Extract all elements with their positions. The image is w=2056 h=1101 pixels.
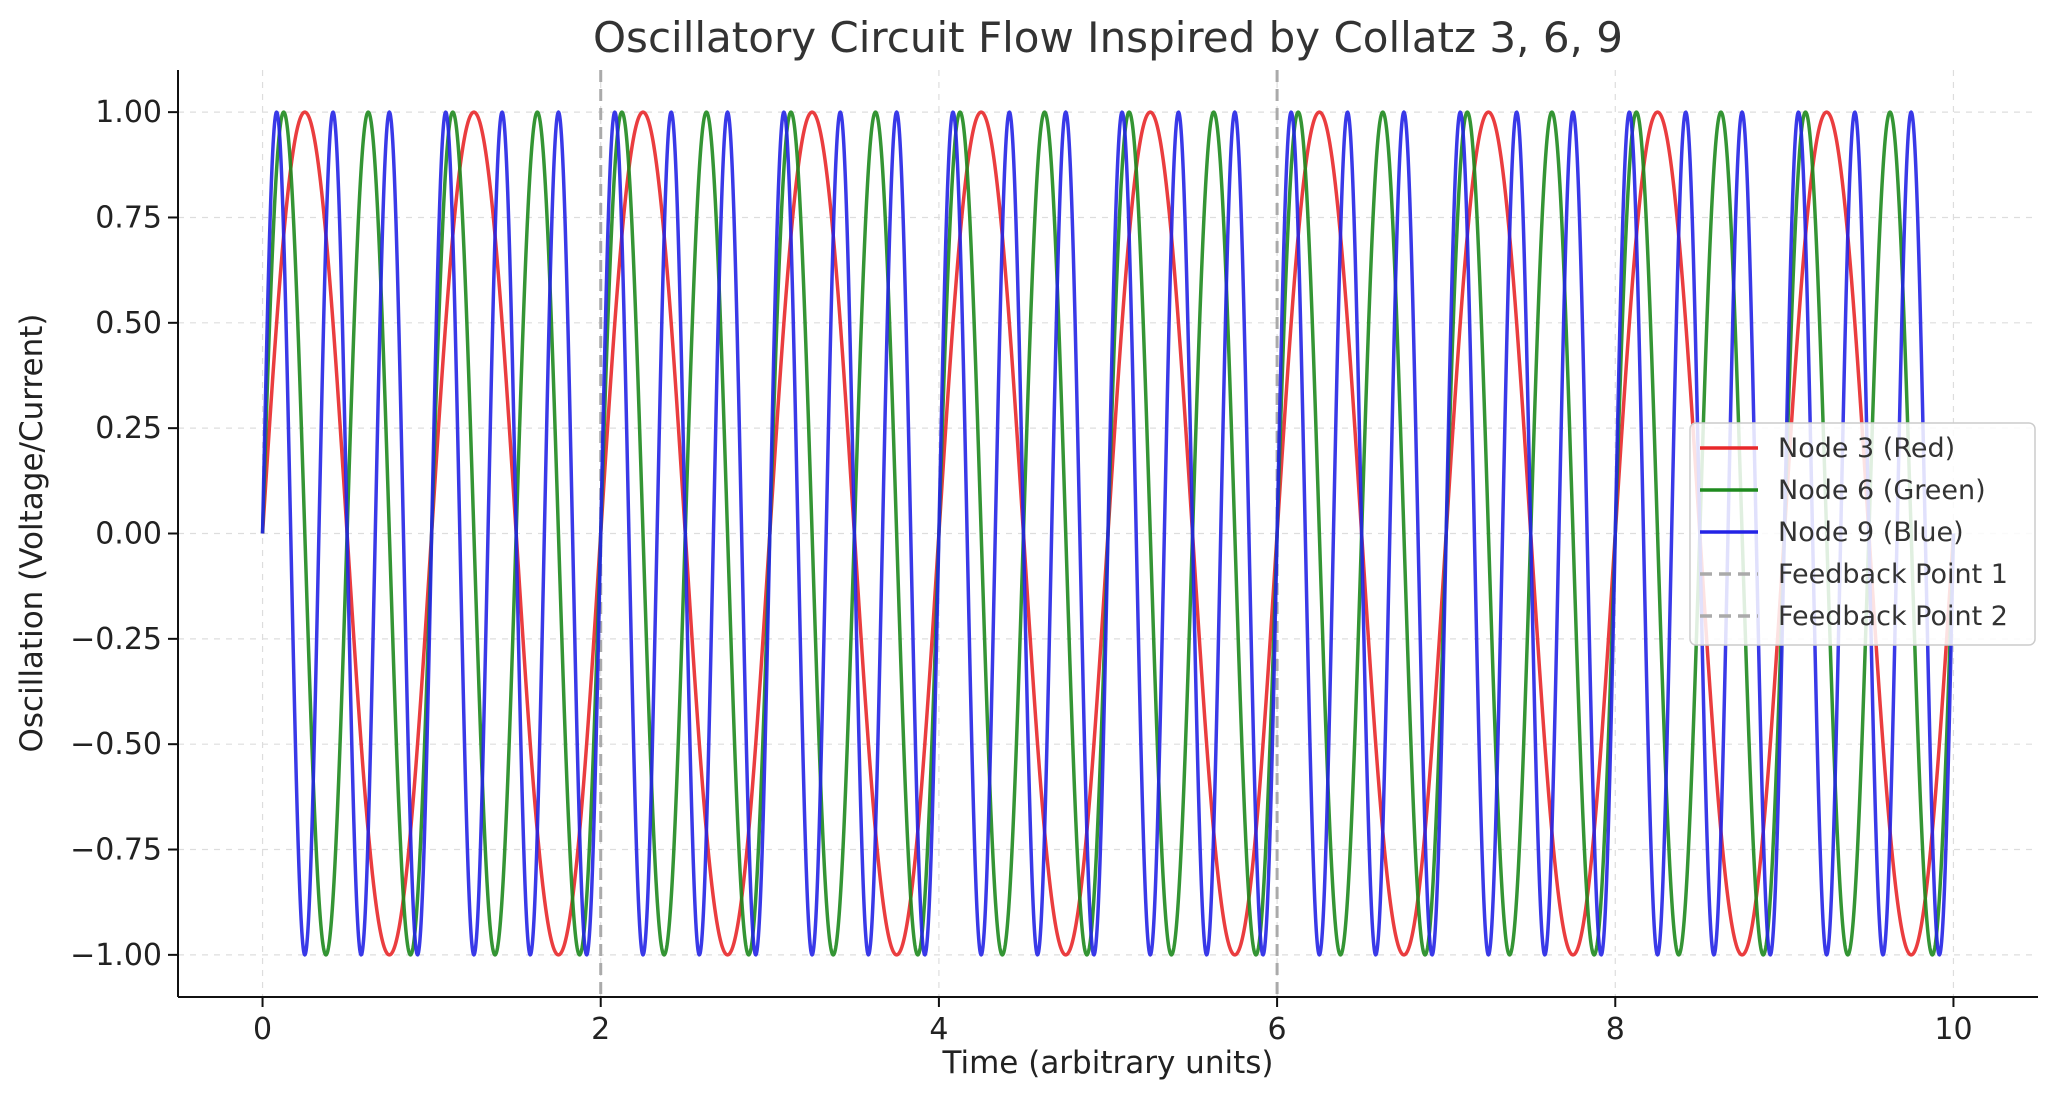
y-tick-label-8: −1.00 [70, 938, 162, 973]
legend: Node 3 (Red) Node 6 (Green) Node 9 (Blue) F… [1689, 422, 2036, 646]
y-tick-label-0: 1.00 [95, 95, 162, 130]
x-tick-label-5: 10 [1934, 1012, 1972, 1047]
y-tick-label-1: 0.75 [95, 200, 162, 235]
x-tick-label-0: 0 [253, 1012, 272, 1047]
legend-label-1: Node 3 (Red) [1778, 433, 1955, 464]
legend-label-3: Node 9 (Blue) [1778, 517, 1964, 548]
legend-label-4: Feedback Point 1 [1778, 559, 2008, 590]
y-tick-label-3: 0.25 [95, 411, 162, 446]
x-axis-label: Time (arbitrary units) [942, 1045, 1274, 1081]
x-tick-label-3: 6 [1268, 1012, 1287, 1047]
y-ticks: 1.00 0.75 0.50 0.25 0.00 −0.25 −0.50 −0.75 −1.00 [70, 95, 178, 973]
y-tick-label-6: −0.50 [70, 727, 162, 762]
y-tick-label-5: −0.25 [70, 622, 162, 657]
y-axis-label: Oscillation (Voltage/Current) [14, 313, 50, 752]
x-tick-label-2: 4 [929, 1012, 948, 1047]
legend-items: Node 3 (Red) Node 6 (Green) Node 9 (Blue) F… [1700, 433, 2008, 632]
x-tick-label-4: 8 [1606, 1012, 1625, 1047]
legend-label-5: Feedback Point 2 [1778, 601, 2008, 632]
x-tick-label-1: 2 [591, 1012, 610, 1047]
y-tick-label-2: 0.50 [95, 306, 162, 341]
legend-frame [1689, 422, 2036, 646]
legend-label-2: Node 6 (Green) [1778, 475, 1986, 506]
series-line-3 [260, 110, 1956, 957]
series-lines [260, 110, 1956, 957]
y-tick-label-4: 0.00 [95, 517, 162, 552]
y-tick-label-7: −0.75 [70, 833, 162, 868]
chart-title: Oscillatory Circuit Flow Inspired by Col… [593, 13, 1623, 62]
x-ticks: 0 2 4 6 8 10 [253, 997, 1973, 1047]
